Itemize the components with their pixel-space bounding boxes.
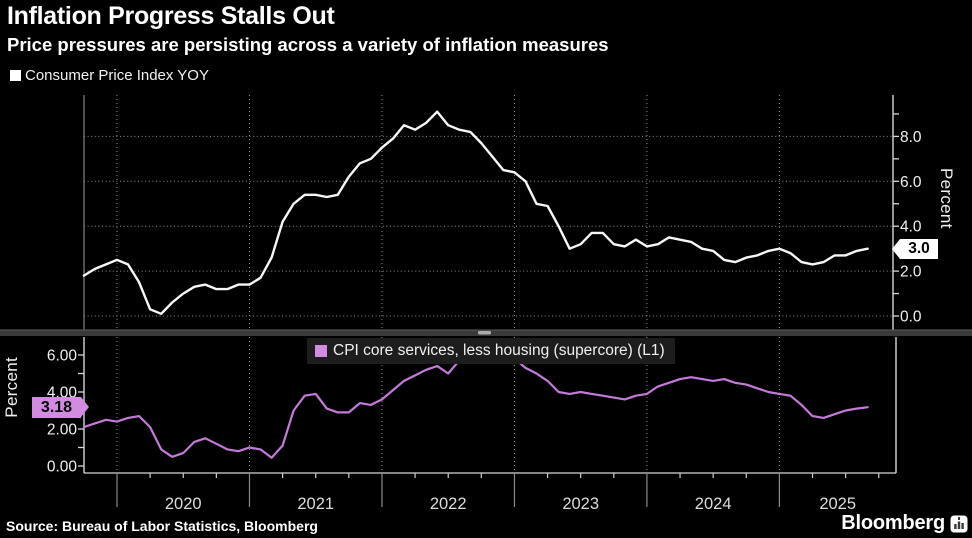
x-axis-year-label: 2020 [165,495,202,513]
bottom-axis-tick-label: 2.00 [47,422,78,439]
source-note: Source: Bureau of Labor Statistics, Bloo… [6,518,318,534]
x-axis-year-label: 2021 [297,495,334,513]
bottom-axis-tick-label: 6.00 [47,348,78,365]
top-axis-tick-label: 4.0 [900,219,922,236]
top-axis-tick-label: 6.0 [900,174,922,191]
page-subtitle: Price pressures are persisting across a … [7,34,609,55]
bottom-panel-axis-title: Percent [2,357,21,418]
cpi-line-series [82,110,869,315]
top-axis-tick-label: 0.0 [900,309,922,326]
bloomberg-terminal-icon [950,515,968,532]
cpi-legend-swatch-icon [10,70,21,81]
cpi-last-value-badge: 3.0 [892,238,938,259]
top-panel-axis-title: Percent [937,168,956,229]
legend-supercore: CPI core services, less housing (superco… [307,338,675,364]
bloomberg-logo: Bloomberg [841,512,968,535]
top-axis-tick-label: 8.0 [900,129,922,146]
x-axis-year-label: 2024 [695,495,732,513]
x-axis-year-label: 2022 [430,495,467,513]
bottom-axis-tick-label: 0.00 [47,459,78,476]
x-axis-year-label: 2023 [562,495,599,513]
supercore-legend-label: CPI core services, less housing (superco… [333,342,665,359]
x-axis-year-label: 2025 [819,495,856,513]
legend-cpi: Consumer Price Index YOY [10,67,209,84]
supercore-legend-swatch-icon [315,345,327,357]
supercore-last-value-badge: 3.18 [32,396,89,418]
page-title: Inflation Progress Stalls Out [7,2,335,30]
panel-separator-handle[interactable] [478,331,491,335]
cpi-legend-label: Consumer Price Index YOY [25,67,209,84]
bloomberg-wordmark: Bloomberg [841,512,945,534]
top-axis-tick-label: 2.0 [900,264,922,281]
